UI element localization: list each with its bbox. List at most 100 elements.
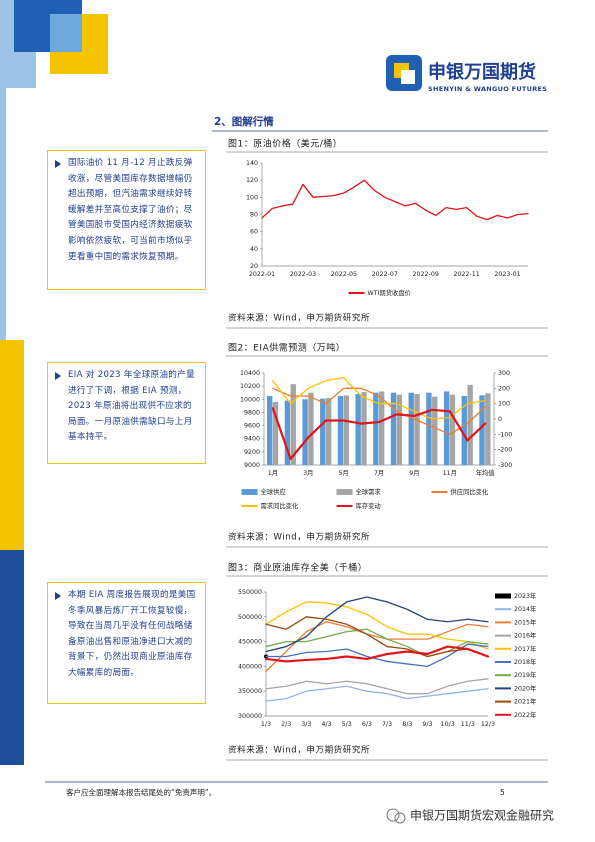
figure-title: 图3：商业原油库存全美（千桶）: [228, 562, 367, 574]
bar: [449, 394, 456, 465]
y2-tick-label: 300: [498, 370, 510, 377]
watermark-icon: [394, 812, 406, 824]
note-box: 国际油价 11 月-12 月止跌反弹收涨，尽管美国库存数据增幅仍超出预期，但汽油…: [47, 150, 206, 290]
series-line: [272, 387, 486, 435]
x-tick-label: 3/3: [301, 721, 311, 728]
legend-label: WTI期货收盘价: [368, 288, 412, 297]
y2-tick-label: 100: [498, 401, 510, 408]
x-tick-label: 4/3: [321, 721, 331, 728]
x-tick-label: 2/3: [281, 721, 291, 728]
x-tick-label: 12/3: [481, 721, 495, 728]
x-tick-label: 2022-11: [453, 271, 479, 278]
series-line: [265, 643, 489, 668]
x-tick-label: 2022-03: [290, 271, 316, 278]
bar: [396, 394, 403, 465]
x-tick-label: 1月: [268, 469, 278, 477]
bar: [426, 392, 432, 465]
y-tick-label: 20: [250, 263, 258, 270]
x-tick-label: 2022-07: [372, 271, 398, 278]
x-tick-label: 7/3: [382, 721, 392, 728]
series-line: [272, 376, 486, 420]
side-band: [0, 340, 24, 550]
bar: [267, 396, 273, 465]
bar: [343, 395, 349, 465]
disclaimer: 客户应全面理解本报告结尾处的“免责声明”。: [66, 787, 216, 797]
page-number: 5: [500, 788, 505, 797]
x-tick-label: 9月: [409, 469, 419, 477]
series-line: [265, 685, 489, 702]
legend-label: 需求同比变化: [261, 501, 299, 510]
section-title: 2、图解行情: [214, 115, 274, 128]
note-text: EIA 对 2023 年全球原油的产量进行了下调，根据 EIA 预测，2023 …: [68, 370, 195, 443]
bar: [320, 398, 326, 465]
watermark-icon: [386, 808, 400, 822]
legend-label: 2020年: [514, 683, 536, 692]
y2-tick-label: -300: [498, 462, 512, 469]
bar: [272, 401, 279, 465]
legend-label: 2023年: [514, 591, 536, 600]
y-tick-label: 500000: [238, 614, 262, 621]
y-tick-label: 10400: [240, 370, 260, 377]
x-tick-label: 10/3: [441, 721, 455, 728]
y-tick-label: 80: [250, 212, 258, 219]
x-tick-label: 2022-05: [331, 271, 357, 278]
bar: [361, 392, 367, 465]
bar: [290, 384, 296, 465]
note-text: 国际油价 11 月-12 月止跌反弹收涨，尽管美国库存数据增幅仍超出预期，但汽油…: [68, 158, 193, 262]
y-tick-label: 9200: [244, 449, 260, 456]
x-tick-label: 2022-09: [413, 271, 439, 278]
x-tick-label: 11/3: [461, 721, 475, 728]
bar: [373, 392, 379, 465]
series-line: [271, 407, 487, 460]
legend-label: 2016年: [514, 631, 536, 640]
y-tick-label: 9600: [244, 423, 260, 430]
bar: [432, 396, 438, 465]
y2-tick-label: -100: [498, 431, 512, 438]
note-box: 本期 EIA 周度报告展现的是美国冬季风暴后炼厂开工恢复较慢，导致在当周几乎没有…: [47, 582, 206, 704]
side-band: [0, 88, 6, 340]
legend-swatch: [241, 489, 258, 495]
bar: [379, 391, 385, 465]
y-tick-label: 10000: [240, 396, 260, 403]
legend-label: 库存变动: [356, 501, 381, 510]
y-tick-label: 40: [250, 246, 258, 253]
logo-icon: [401, 70, 415, 84]
legend-label: 供应同比变化: [451, 487, 489, 496]
x-tick-label: 11月: [443, 469, 457, 477]
bar: [408, 392, 414, 465]
x-tick-label: 2023-01: [494, 271, 520, 278]
bar: [284, 400, 291, 465]
bar: [337, 396, 344, 465]
brand-name: 申银万国期货: [428, 61, 536, 83]
x-tick-label: 2022-01: [249, 271, 275, 278]
x-tick-label: 8/3: [402, 721, 412, 728]
bar: [479, 395, 485, 465]
legend-label: 2017年: [514, 644, 536, 653]
y2-tick-label: 200: [498, 385, 510, 392]
watermark: 申银万国期货宏观金融研究: [410, 808, 554, 823]
legend-label: 2018年: [514, 657, 536, 666]
legend-label: 全球需求: [356, 487, 382, 496]
bar: [390, 392, 397, 465]
y-tick-label: 10200: [240, 383, 260, 390]
y-tick-label: 60: [250, 229, 258, 236]
legend-label: 全球供应: [261, 487, 287, 496]
bar: [308, 392, 314, 465]
legend-swatch: [336, 489, 353, 495]
side-band: [0, 550, 24, 765]
y-tick-label: 300000: [238, 713, 262, 720]
x-tick-label: 5/3: [342, 721, 352, 728]
bar: [485, 393, 491, 465]
bullet: [55, 372, 61, 380]
x-tick-label: 6/3: [362, 721, 372, 728]
y-tick-label: 120: [246, 177, 258, 184]
legend-label: 2014年: [514, 604, 536, 613]
bar: [355, 394, 361, 465]
legend-label: 2022年: [514, 710, 536, 719]
y-tick-label: 9400: [244, 436, 260, 443]
note-box: EIA 对 2023 年全球原油的产量进行了下调，根据 EIA 预测，2023 …: [47, 362, 206, 464]
series-line: [261, 179, 529, 221]
legend-label: 2021年: [514, 697, 536, 706]
y-tick-label: 9000: [244, 462, 260, 469]
